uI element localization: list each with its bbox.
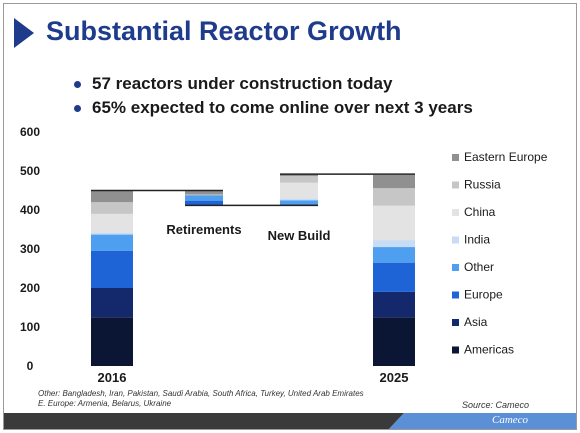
bar-segment-china bbox=[280, 182, 318, 199]
bar-segment-other bbox=[91, 234, 133, 251]
footer-dark-band bbox=[4, 413, 404, 429]
y-tick-label: 100 bbox=[20, 320, 40, 334]
legend-label: Europe bbox=[464, 288, 503, 302]
bar-segment-india bbox=[373, 240, 415, 248]
legend-swatch bbox=[452, 291, 459, 299]
y-tick-label: 0 bbox=[27, 359, 34, 373]
bar-segment-india bbox=[280, 198, 318, 201]
bar-segment-europe bbox=[91, 250, 133, 288]
source-note: Source: Cameco bbox=[462, 400, 530, 410]
legend-swatch bbox=[452, 236, 459, 244]
bar-segment-eastern-europe bbox=[280, 174, 318, 177]
bullet-dot-icon bbox=[74, 105, 81, 112]
legend-swatch bbox=[452, 264, 459, 271]
bar-segment-eastern-europe bbox=[185, 190, 223, 195]
footnote: Other: Bangladesh, Iran, Pakistan, Saudi… bbox=[38, 389, 364, 409]
footnote-line: Other: Bangladesh, Iran, Pakistan, Saudi… bbox=[38, 389, 364, 398]
bar-segment-europe bbox=[373, 262, 415, 292]
page-title: Substantial Reactor Growth bbox=[46, 16, 402, 46]
bar-segment-asia bbox=[91, 288, 133, 318]
bar-segment-europe bbox=[185, 200, 223, 206]
bar-segment-americas bbox=[373, 317, 415, 366]
bar-segment-eastern-europe bbox=[91, 190, 133, 203]
y-tick-label: 300 bbox=[20, 242, 40, 256]
bar-segment-eastern-europe bbox=[373, 174, 415, 189]
bar-segment-americas bbox=[91, 317, 133, 366]
footer-bar bbox=[4, 413, 576, 429]
legend-label: Other bbox=[464, 260, 494, 274]
legend-label: China bbox=[464, 205, 496, 219]
bar-segment-india bbox=[91, 232, 133, 235]
title-row: Substantial Reactor Growth bbox=[14, 14, 564, 54]
footnote-line: E. Europe: Armenia, Belarus, Ukraine bbox=[38, 399, 172, 408]
bullet-text: 57 reactors under construction today bbox=[92, 74, 393, 93]
legend-label: Asia bbox=[464, 315, 488, 329]
bar-segment-russia bbox=[185, 194, 223, 196]
category-label: 2016 bbox=[98, 370, 127, 385]
bar-segment-other bbox=[373, 247, 415, 263]
bar-segment-china bbox=[91, 213, 133, 233]
legend-swatch bbox=[452, 209, 459, 216]
chevron-right-icon bbox=[14, 18, 34, 48]
legend-label: Russia bbox=[464, 178, 501, 192]
y-tick-label: 500 bbox=[20, 164, 40, 178]
bar-segment-china bbox=[373, 205, 415, 241]
bullet-text: 65% expected to come online over next 3 … bbox=[92, 98, 473, 117]
bullet-dot-icon bbox=[74, 81, 81, 88]
bullet-item: 57 reactors under construction today bbox=[74, 74, 534, 98]
footer-blue-band bbox=[389, 413, 576, 429]
bar-segment-other bbox=[280, 200, 318, 205]
bar-segment-russia bbox=[280, 176, 318, 183]
bar-segment-other bbox=[185, 195, 223, 201]
reactor-chart: 0 100 200 300 400 500 600 2016 Retirements New Bu… bbox=[20, 125, 548, 385]
category-label: Retirements bbox=[166, 222, 241, 237]
bar-segment-russia bbox=[91, 202, 133, 214]
brand-logo-text: Cameco bbox=[492, 414, 529, 426]
bar-segment-asia bbox=[373, 291, 415, 318]
category-label: 2025 bbox=[380, 370, 409, 385]
bullet-list: 57 reactors under construction today 65%… bbox=[74, 74, 534, 122]
legend-label: Eastern Europe bbox=[464, 150, 548, 164]
slide: Substantial Reactor Growth 57 reactors u… bbox=[3, 3, 577, 430]
legend-swatch bbox=[452, 346, 459, 354]
category-label: New Build bbox=[268, 228, 331, 243]
bullet-item: 65% expected to come online over next 3 … bbox=[74, 98, 534, 122]
y-tick-label: 200 bbox=[20, 281, 40, 295]
y-tick-label: 400 bbox=[20, 203, 40, 217]
legend-swatch bbox=[452, 181, 459, 189]
legend-label: Americas bbox=[464, 343, 514, 357]
legend-label: India bbox=[464, 233, 490, 247]
legend-swatch bbox=[452, 319, 459, 326]
bar-segment-russia bbox=[373, 188, 415, 206]
legend-swatch bbox=[452, 154, 459, 161]
y-tick-label: 600 bbox=[20, 125, 40, 139]
